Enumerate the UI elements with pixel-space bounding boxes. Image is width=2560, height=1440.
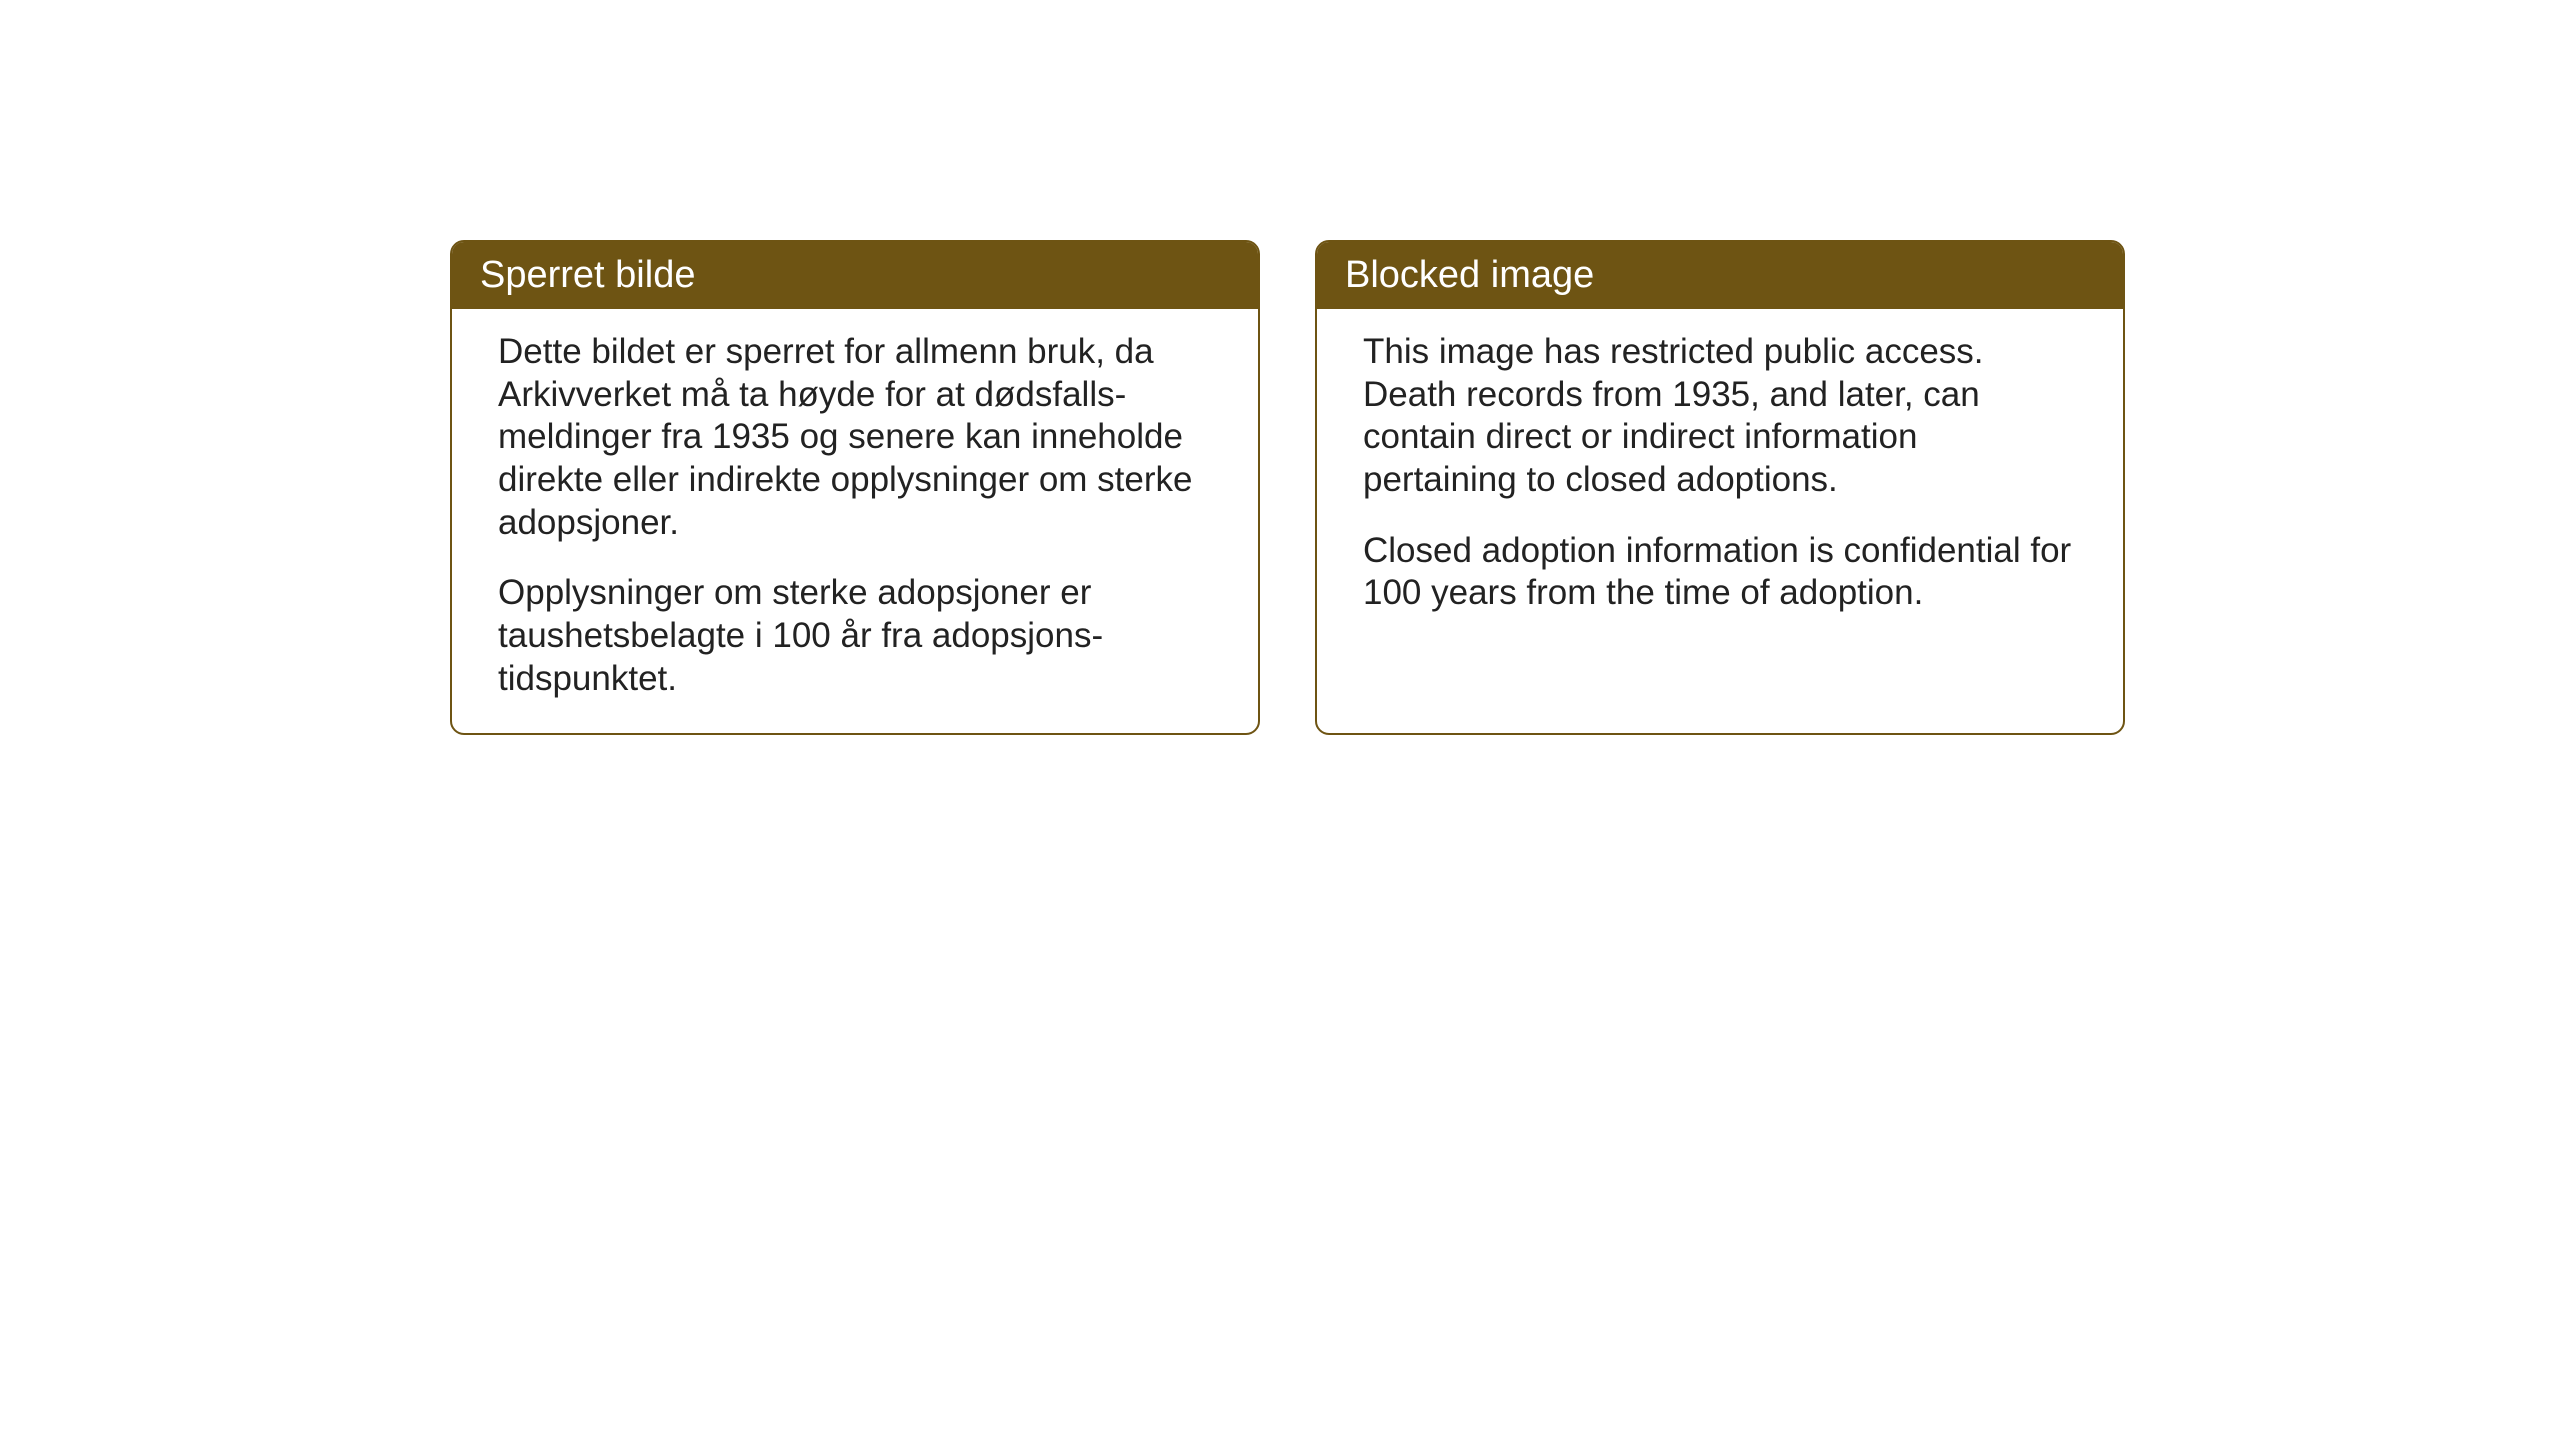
notice-cards-container: Sperret bilde Dette bildet er sperret fo… (450, 240, 2125, 735)
card-paragraph-2: Opplysninger om sterke adopsjoner er tau… (498, 572, 1212, 700)
card-body: This image has restricted public access.… (1317, 309, 2123, 647)
card-title: Blocked image (1345, 254, 1594, 296)
card-title: Sperret bilde (480, 254, 695, 296)
card-paragraph-1: This image has restricted public access.… (1363, 331, 2077, 502)
card-paragraph-1: Dette bildet er sperret for allmenn bruk… (498, 331, 1212, 544)
card-header: Blocked image (1317, 242, 2123, 309)
card-header: Sperret bilde (452, 242, 1258, 309)
card-body: Dette bildet er sperret for allmenn bruk… (452, 309, 1258, 733)
notice-card-english: Blocked image This image has restricted … (1315, 240, 2125, 735)
card-paragraph-2: Closed adoption information is confident… (1363, 530, 2077, 615)
notice-card-norwegian: Sperret bilde Dette bildet er sperret fo… (450, 240, 1260, 735)
